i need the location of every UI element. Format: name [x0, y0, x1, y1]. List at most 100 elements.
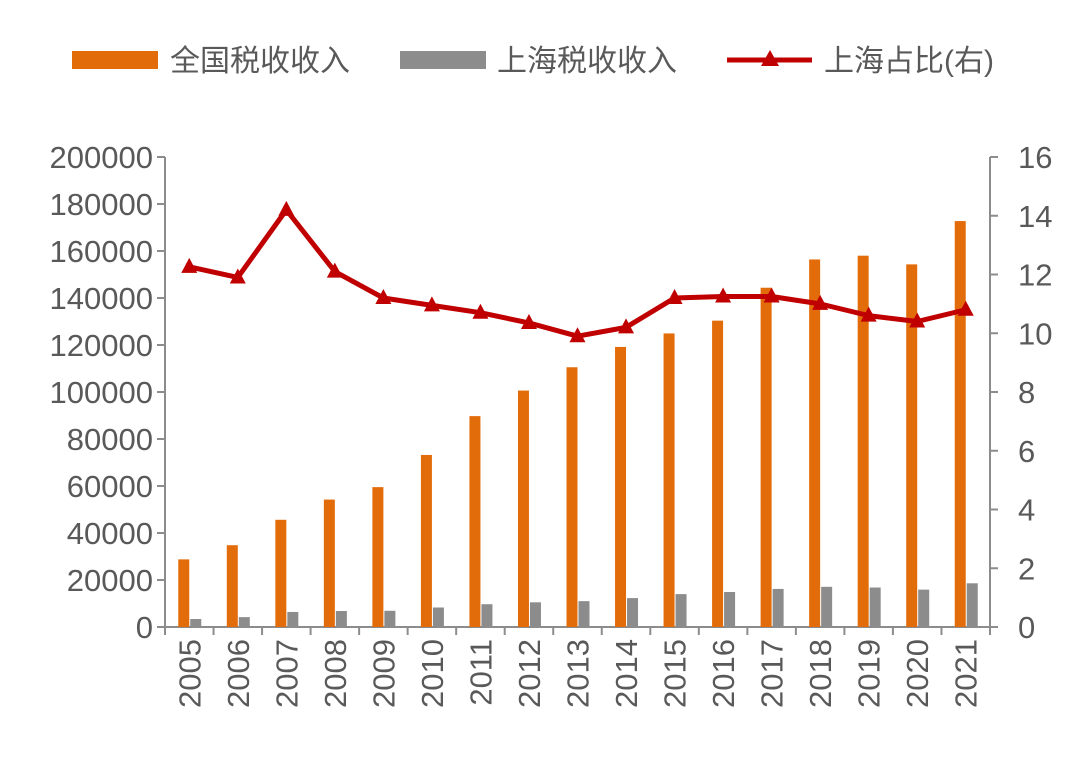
right-tick-label: 10	[1018, 316, 1052, 351]
ratio-marker	[618, 318, 635, 334]
bar-national	[566, 367, 578, 627]
ratio-marker	[423, 296, 440, 312]
bar-shanghai	[627, 598, 639, 627]
bar-national	[857, 255, 869, 627]
x-tick-label: 2021	[949, 639, 984, 708]
bar-shanghai	[481, 604, 493, 627]
left-tick-label: 200000	[50, 140, 153, 175]
bar-shanghai	[724, 591, 736, 627]
left-tick-label: 140000	[50, 281, 153, 316]
legend-marker-ratio	[761, 50, 779, 66]
bar-national	[663, 333, 675, 627]
x-tick-label: 2010	[415, 639, 450, 708]
x-tick-label: 2012	[512, 639, 547, 708]
x-tick-label: 2020	[900, 639, 935, 708]
x-tick-label: 2006	[221, 639, 256, 708]
line-series	[181, 200, 974, 343]
bar-shanghai	[335, 611, 347, 627]
x-tick-label: 2007	[269, 639, 304, 708]
bar-shanghai	[821, 586, 833, 627]
bar-national	[275, 519, 287, 627]
right-tick-label: 6	[1018, 434, 1035, 469]
bar-national	[906, 264, 918, 627]
left-tick-label: 160000	[50, 234, 153, 269]
bar-shanghai	[966, 583, 978, 627]
x-tick-label: 2014	[609, 639, 644, 708]
right-tick-label: 16	[1018, 140, 1052, 175]
bar-shanghai	[529, 602, 541, 627]
ratio-marker	[472, 303, 489, 319]
left-tick-label: 120000	[50, 328, 153, 363]
ratio-marker	[909, 312, 926, 328]
bar-shanghai	[869, 587, 881, 627]
right-tick-label: 0	[1018, 610, 1035, 645]
left-tick-label: 40000	[67, 516, 153, 551]
x-tick-label: 2013	[561, 639, 596, 708]
bar-national	[712, 320, 724, 627]
bar-national	[420, 454, 432, 627]
bar-national	[323, 499, 335, 627]
right-tick-label: 14	[1018, 199, 1052, 234]
legend-swatch-national	[72, 51, 158, 69]
ratio-marker	[520, 313, 537, 329]
bar-national	[954, 221, 966, 627]
ratio-marker	[860, 306, 877, 322]
ratio-line	[188, 207, 967, 339]
left-tick-label: 60000	[67, 469, 153, 504]
bar-national	[809, 259, 821, 627]
x-tick-label: 2017	[755, 639, 790, 708]
right-tick-label: 8	[1018, 375, 1035, 410]
right-tick-label: 2	[1018, 551, 1035, 586]
bar-shanghai	[918, 589, 930, 627]
bar-shanghai	[190, 619, 202, 627]
bar-national	[226, 545, 238, 627]
x-tick-label: 2011	[463, 639, 498, 706]
ratio-marker	[763, 287, 780, 303]
bar-shanghai	[772, 588, 784, 627]
x-tick-label: 2018	[803, 639, 838, 708]
ratio-marker	[375, 289, 392, 304]
bar-shanghai	[384, 610, 396, 627]
legend-label-national: 全国税收收入	[170, 45, 350, 78]
x-tick-label: 2009	[366, 639, 401, 708]
x-tick-label: 2015	[658, 639, 693, 708]
legend-swatch-shanghai	[400, 51, 486, 69]
bar-national	[372, 487, 384, 627]
legend-label-shanghai: 上海税收收入	[497, 45, 677, 78]
ratio-marker	[278, 200, 295, 216]
ratio-marker	[326, 262, 343, 278]
ratio-marker	[957, 300, 974, 316]
ratio-marker	[715, 287, 732, 303]
bar-national	[469, 416, 481, 627]
right-tick-label: 12	[1018, 258, 1052, 293]
bars	[178, 221, 978, 627]
ratio-marker	[181, 257, 198, 273]
ratio-marker	[569, 327, 586, 343]
x-tick-label: 2008	[318, 639, 353, 708]
bar-national	[615, 346, 627, 627]
legend-label-ratio: 上海占比(右)	[824, 45, 994, 78]
bar-national	[178, 559, 190, 627]
ratio-marker	[666, 289, 683, 304]
left-tick-label: 20000	[67, 563, 153, 598]
x-tick-label: 2019	[852, 639, 887, 708]
legend: 全国税收收入 上海税收收入 上海占比(右)	[72, 45, 994, 78]
bar-shanghai	[432, 607, 444, 627]
left-tick-label: 180000	[50, 187, 153, 222]
bar-shanghai	[287, 611, 299, 627]
bar-shanghai	[238, 617, 250, 627]
left-tick-label: 80000	[67, 422, 153, 457]
bar-national	[760, 287, 772, 627]
left-tick-label: 100000	[50, 375, 153, 410]
bar-national	[517, 390, 529, 627]
x-tick-label: 2005	[172, 639, 207, 708]
ratio-marker	[229, 268, 246, 284]
left-tick-label: 0	[136, 610, 153, 645]
bar-shanghai	[675, 594, 687, 627]
x-tick-label: 2016	[706, 639, 741, 708]
axes: 0 20000 40000 60000 80000 100000 120000 140000 1…	[50, 140, 1053, 708]
right-tick-label: 4	[1018, 493, 1035, 528]
ratio-marker	[812, 294, 829, 310]
bar-shanghai	[578, 601, 590, 627]
